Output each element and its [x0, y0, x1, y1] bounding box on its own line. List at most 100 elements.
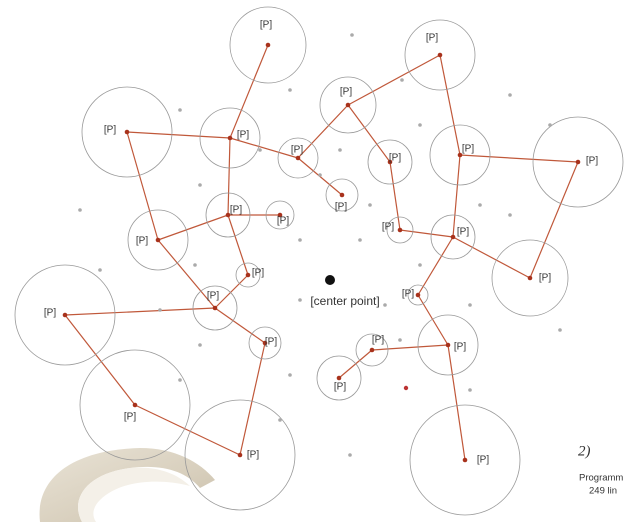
node-label: [P] [340, 87, 352, 98]
node-dot [416, 293, 421, 298]
edge [135, 405, 240, 455]
edge [230, 45, 268, 138]
node-label: [P] [335, 202, 347, 213]
edge [448, 345, 465, 460]
grey-dot [178, 108, 182, 112]
grey-dot [368, 203, 372, 207]
caption-line: 249 lin [589, 486, 617, 497]
node-label: [P] [44, 308, 56, 319]
node-dot [528, 276, 533, 281]
node-label: [P] [237, 130, 249, 141]
grey-dot [400, 78, 404, 82]
node-dot [228, 136, 233, 141]
grey-dot [508, 93, 512, 97]
node-label: [P] [265, 337, 277, 348]
node-label: [P] [291, 145, 303, 156]
node-dot [463, 458, 468, 463]
node-label: [P] [124, 412, 136, 423]
node-label: [P] [402, 289, 414, 300]
edge [127, 132, 158, 240]
red-dot [404, 386, 408, 390]
edge [348, 55, 440, 105]
grey-dot [398, 338, 402, 342]
node-label: [P] [457, 227, 469, 238]
node-label: [P] [372, 335, 384, 346]
node-label: [P] [230, 205, 242, 216]
node-label: [P] [207, 291, 219, 302]
node-dot [337, 376, 342, 381]
node-dot [340, 193, 345, 198]
grey-dot [258, 148, 262, 152]
edge [65, 308, 215, 315]
node-label: [P] [334, 382, 346, 393]
edge [228, 215, 248, 275]
edge [348, 105, 390, 162]
grey-dot [288, 88, 292, 92]
node-dot [266, 43, 271, 48]
node-dot [246, 273, 251, 278]
node-label: [P] [389, 153, 401, 164]
grey-dot [558, 328, 562, 332]
node-dot [156, 238, 161, 243]
diagram: [P] [P] [P] [P] [P] [P] [P] [P] [P] [P] [P] [P] [P] [… [0, 0, 631, 522]
node-label: [P] [277, 216, 289, 227]
edge [158, 215, 228, 240]
grey-dot [348, 453, 352, 457]
node-dot [451, 235, 456, 240]
grey-dot [288, 373, 292, 377]
node-label: [P] [136, 236, 148, 247]
node-dot [125, 130, 130, 135]
grey-dot [178, 378, 182, 382]
grey-dot [508, 213, 512, 217]
node-dot [370, 348, 375, 353]
edge [228, 138, 230, 215]
edge [65, 315, 135, 405]
node-dot [213, 306, 218, 311]
node-dot [446, 343, 451, 348]
grey-dot [338, 148, 342, 152]
grey-dot [383, 303, 387, 307]
node-dot [133, 403, 138, 408]
node-label: [P] [247, 450, 259, 461]
grey-dot [198, 183, 202, 187]
node-label: [P] [462, 144, 474, 155]
node-label: [P] [252, 268, 264, 279]
grey-dot [350, 33, 354, 37]
edge [215, 308, 265, 343]
grey-dot [418, 263, 422, 267]
node-label: [P] [454, 342, 466, 353]
node-label: [P] [382, 222, 394, 233]
grey-dot [193, 263, 197, 267]
node-label: [P] [104, 125, 116, 136]
edge [453, 155, 460, 237]
grey-dot [278, 418, 282, 422]
node-label: [P] [539, 273, 551, 284]
edge [418, 295, 448, 345]
edge [453, 237, 530, 278]
node-dot [63, 313, 68, 318]
node-label: [P] [260, 20, 272, 31]
grey-dot [78, 208, 82, 212]
grey-dot [198, 343, 202, 347]
edge [372, 345, 448, 350]
page: [P] [P] [P] [P] [P] [P] [P] [P] [P] [P] [P] [P] [P] [… [0, 0, 631, 522]
center-label: [center point] [310, 294, 379, 308]
caption-line: Programm [579, 473, 623, 484]
edge [460, 155, 578, 162]
edge [400, 230, 453, 237]
node-label: [P] [426, 33, 438, 44]
node-label: [P] [586, 156, 598, 167]
node-dot [398, 228, 403, 233]
node-dot [438, 53, 443, 58]
grey-dot [98, 268, 102, 272]
grey-dot [468, 388, 472, 392]
grey-dot [158, 308, 162, 312]
grey-dot [298, 298, 302, 302]
caption-number: 2) [578, 443, 591, 459]
edge [215, 275, 248, 308]
grey-dot [358, 238, 362, 242]
grey-dot [468, 303, 472, 307]
grey-dot [418, 123, 422, 127]
edge [440, 55, 460, 155]
edge [127, 132, 230, 138]
